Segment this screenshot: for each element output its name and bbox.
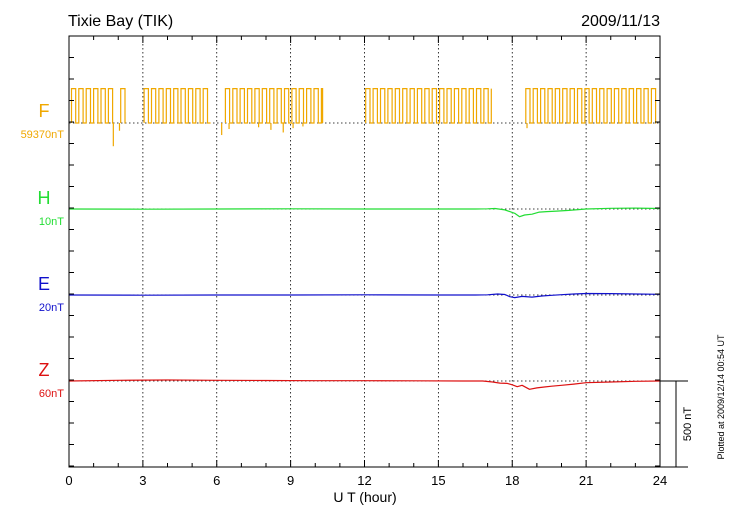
series-name-Z: Z — [39, 360, 50, 380]
series-baseline-H: 10nT — [39, 216, 64, 228]
series-line-H — [68, 207, 661, 218]
series-baseline-Z: 60nT — [39, 388, 64, 400]
series-line-F — [70, 88, 657, 124]
chart-title: Tixie Bay (TIK) — [68, 13, 173, 30]
x-tick-label: 24 — [653, 473, 667, 488]
series-name-E: E — [38, 274, 50, 294]
scale-bar-label: 500 nT — [682, 407, 694, 442]
axis-ticks — [68, 36, 661, 467]
x-tick-label: 15 — [431, 473, 445, 488]
series-baseline-F: 59370nT — [21, 129, 65, 141]
series-labels: F 59370nT H 10nT E 20nT Z 60nT — [21, 101, 65, 400]
x-tick-label: 6 — [213, 473, 220, 488]
x-tick-label: 3 — [139, 473, 146, 488]
x-tick-label: 21 — [579, 473, 593, 488]
x-tick-label: 18 — [505, 473, 519, 488]
series-baseline-E: 20nT — [39, 302, 64, 314]
series-layer — [68, 88, 661, 390]
x-tick-labels: 0 3 6 9 12 15 18 21 24 — [65, 473, 667, 488]
x-tick-label: 9 — [287, 473, 294, 488]
x-tick-label: 0 — [65, 473, 72, 488]
x-tick-label: 12 — [357, 473, 371, 488]
series-line-Z — [68, 379, 661, 390]
series-name-H: H — [38, 188, 51, 208]
chart-date: 2009/11/13 — [581, 13, 660, 30]
series-line-E — [68, 292, 661, 299]
grid-lines — [69, 36, 660, 467]
x-axis-label: U T (hour) — [333, 489, 396, 505]
series-name-F: F — [39, 101, 50, 121]
plotted-note: Plotted at 2009/12/14 00:54 UT — [716, 334, 726, 460]
